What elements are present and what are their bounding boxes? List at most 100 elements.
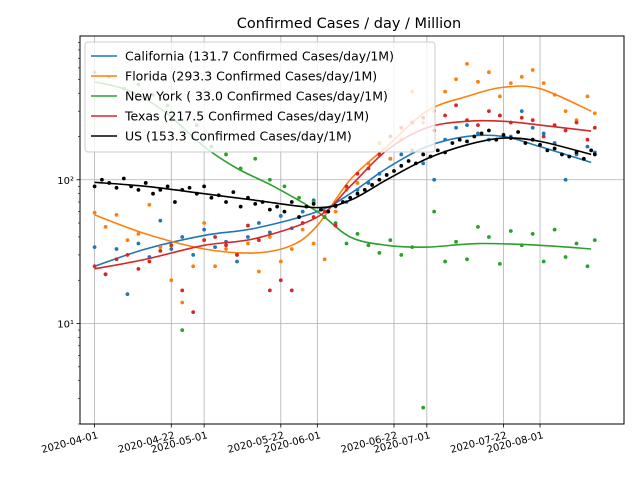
data-point <box>169 278 174 283</box>
data-point <box>530 232 535 236</box>
data-point <box>311 201 316 206</box>
data-point <box>103 272 108 277</box>
data-point <box>421 152 426 157</box>
data-point <box>355 171 360 176</box>
data-point <box>213 235 217 239</box>
data-point <box>191 310 196 315</box>
data-point <box>202 221 207 225</box>
data-point <box>125 238 130 243</box>
data-point <box>487 128 491 133</box>
data-point <box>487 235 491 239</box>
data-point <box>421 405 426 410</box>
data-point <box>399 152 404 157</box>
data-point <box>103 225 108 229</box>
legend-label: Texas (217.5 Confirmed Cases/day/1M) <box>124 109 369 124</box>
data-point <box>563 177 568 182</box>
data-point <box>231 190 236 195</box>
data-point <box>125 292 130 297</box>
series-line <box>94 134 592 268</box>
data-point <box>530 118 535 122</box>
data-point <box>257 269 261 274</box>
data-point <box>278 214 283 218</box>
data-point <box>530 125 535 130</box>
data-point <box>180 288 185 293</box>
data-point <box>169 247 174 251</box>
data-point <box>213 245 217 250</box>
data-point <box>399 163 404 168</box>
data-point <box>136 241 141 246</box>
data-point <box>589 148 594 153</box>
data-point <box>92 245 97 250</box>
series-group <box>92 128 597 219</box>
data-point <box>497 113 502 118</box>
data-point <box>180 328 185 332</box>
data-point <box>592 111 597 116</box>
data-point <box>235 253 239 257</box>
data-point <box>552 227 557 232</box>
data-point <box>384 173 389 177</box>
data-point <box>454 103 458 108</box>
data-point <box>432 209 437 214</box>
data-point <box>355 181 360 185</box>
data-point <box>585 137 590 142</box>
data-point <box>319 207 323 212</box>
data-point <box>246 241 250 246</box>
data-point <box>344 184 349 189</box>
data-point <box>202 238 207 243</box>
y-tick-label: 10² <box>57 176 74 187</box>
data-point <box>406 159 411 163</box>
data-point <box>454 239 458 244</box>
data-point <box>479 131 484 136</box>
data-point <box>392 169 396 173</box>
data-point <box>333 223 338 228</box>
data-point <box>114 257 119 262</box>
data-point <box>355 191 360 196</box>
data-point <box>282 209 287 214</box>
data-point <box>121 176 126 181</box>
data-point <box>574 241 579 246</box>
data-point <box>476 225 480 229</box>
data-point <box>487 70 491 75</box>
data-point <box>92 210 97 215</box>
series-line <box>94 85 592 254</box>
data-point <box>173 200 177 204</box>
data-point <box>355 232 360 236</box>
data-point <box>202 227 207 232</box>
data-point <box>136 266 141 271</box>
legend-box <box>84 41 436 153</box>
data-point <box>322 257 327 262</box>
data-point <box>209 195 214 200</box>
data-point <box>465 123 469 127</box>
data-point <box>253 156 258 161</box>
data-point <box>519 74 524 79</box>
axes-frame <box>79 35 625 425</box>
data-point <box>592 152 597 157</box>
y-tick-label: 10¹ <box>57 320 74 331</box>
data-point <box>377 250 382 255</box>
data-point <box>267 230 272 235</box>
data-point <box>530 68 535 72</box>
data-point <box>581 156 586 161</box>
data-point <box>275 204 280 209</box>
data-point <box>476 131 480 136</box>
data-point <box>552 146 557 151</box>
data-point <box>92 264 97 269</box>
series-line <box>94 119 592 270</box>
data-point <box>151 191 155 196</box>
data-point <box>224 200 228 204</box>
data-point <box>158 245 163 250</box>
data-point <box>278 259 283 264</box>
data-point <box>519 109 524 114</box>
data-point <box>158 188 163 192</box>
data-point <box>125 253 130 257</box>
data-point <box>585 144 590 149</box>
data-point <box>136 188 141 192</box>
data-point <box>465 257 469 262</box>
data-point <box>519 115 524 120</box>
data-point <box>165 184 170 189</box>
data-point <box>235 259 239 264</box>
data-point <box>592 238 597 243</box>
data-point <box>147 202 152 207</box>
data-point <box>541 259 546 264</box>
